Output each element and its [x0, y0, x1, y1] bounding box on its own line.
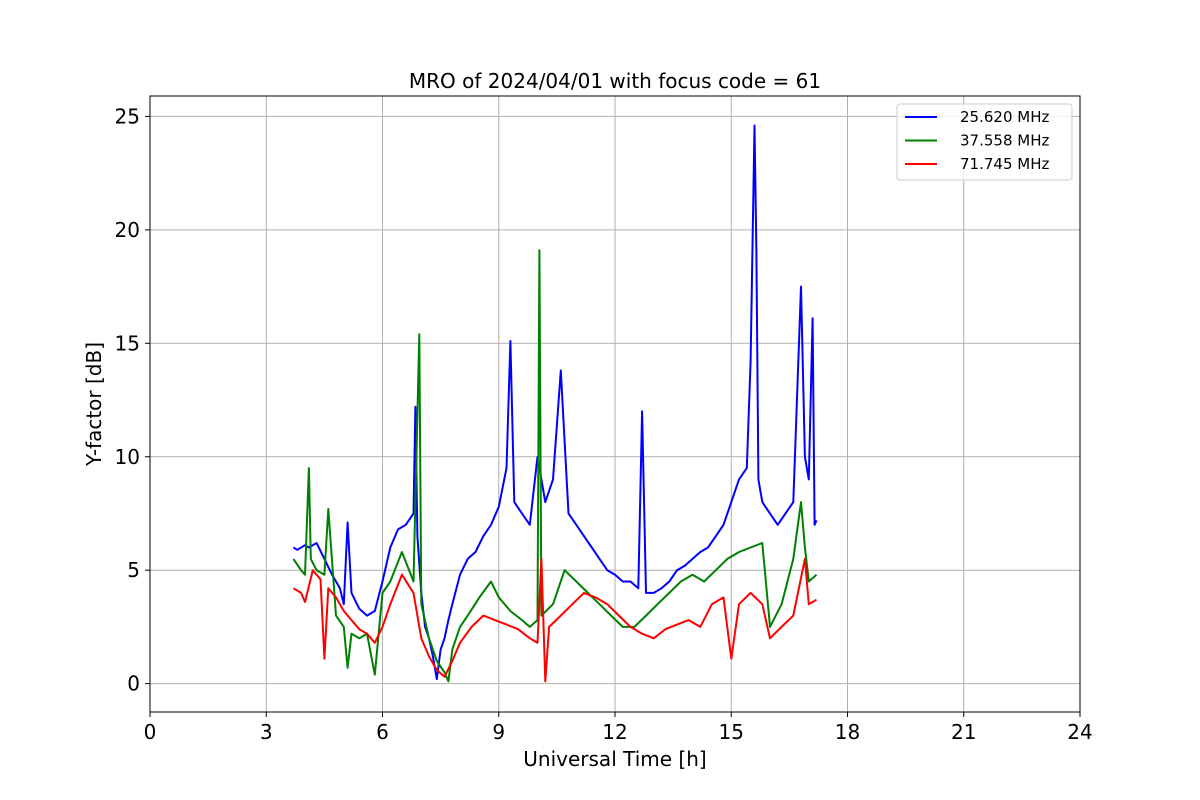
x-tick-label: 21: [951, 720, 976, 744]
legend-label-3: 71.745 MHz: [960, 155, 1049, 173]
legend: 25.620 MHz 37.558 MHz 71.745 MHz: [896, 103, 1073, 181]
y-tick-label: 25: [115, 104, 140, 128]
x-tick-label: 18: [835, 720, 860, 744]
x-tick-label: 9: [492, 720, 505, 744]
series-line-1: [292, 124, 818, 681]
legend-label-2: 37.558 MHz: [960, 132, 1049, 150]
chart-title: MRO of 2024/04/01 with focus code = 61: [409, 69, 821, 93]
y-tick-label: 0: [127, 672, 140, 696]
y-tick-label: 10: [115, 445, 140, 469]
y-axis-label: Y-factor [dB]: [82, 342, 106, 467]
x-tick-label: 24: [1067, 720, 1092, 744]
x-tick-label: 15: [719, 720, 744, 744]
series-line-3: [292, 557, 818, 683]
legend-box: [896, 103, 1073, 181]
x-tick-label: 0: [144, 720, 157, 744]
legend-label-1: 25.620 MHz: [960, 108, 1049, 126]
y-tick-label: 5: [127, 558, 140, 582]
x-tick-label: 12: [602, 720, 627, 744]
series-layer: [292, 124, 818, 683]
axis-ticks: 0 3 6 9 12 15 18 21 24 0 5 10 15 20 25: [115, 104, 1093, 744]
x-axis-label: Universal Time [h]: [523, 747, 706, 771]
y-tick-label: 20: [115, 218, 140, 242]
x-tick-label: 6: [376, 720, 389, 744]
series-line-2: [292, 249, 818, 683]
y-tick-label: 15: [115, 331, 140, 355]
x-tick-label: 3: [260, 720, 273, 744]
